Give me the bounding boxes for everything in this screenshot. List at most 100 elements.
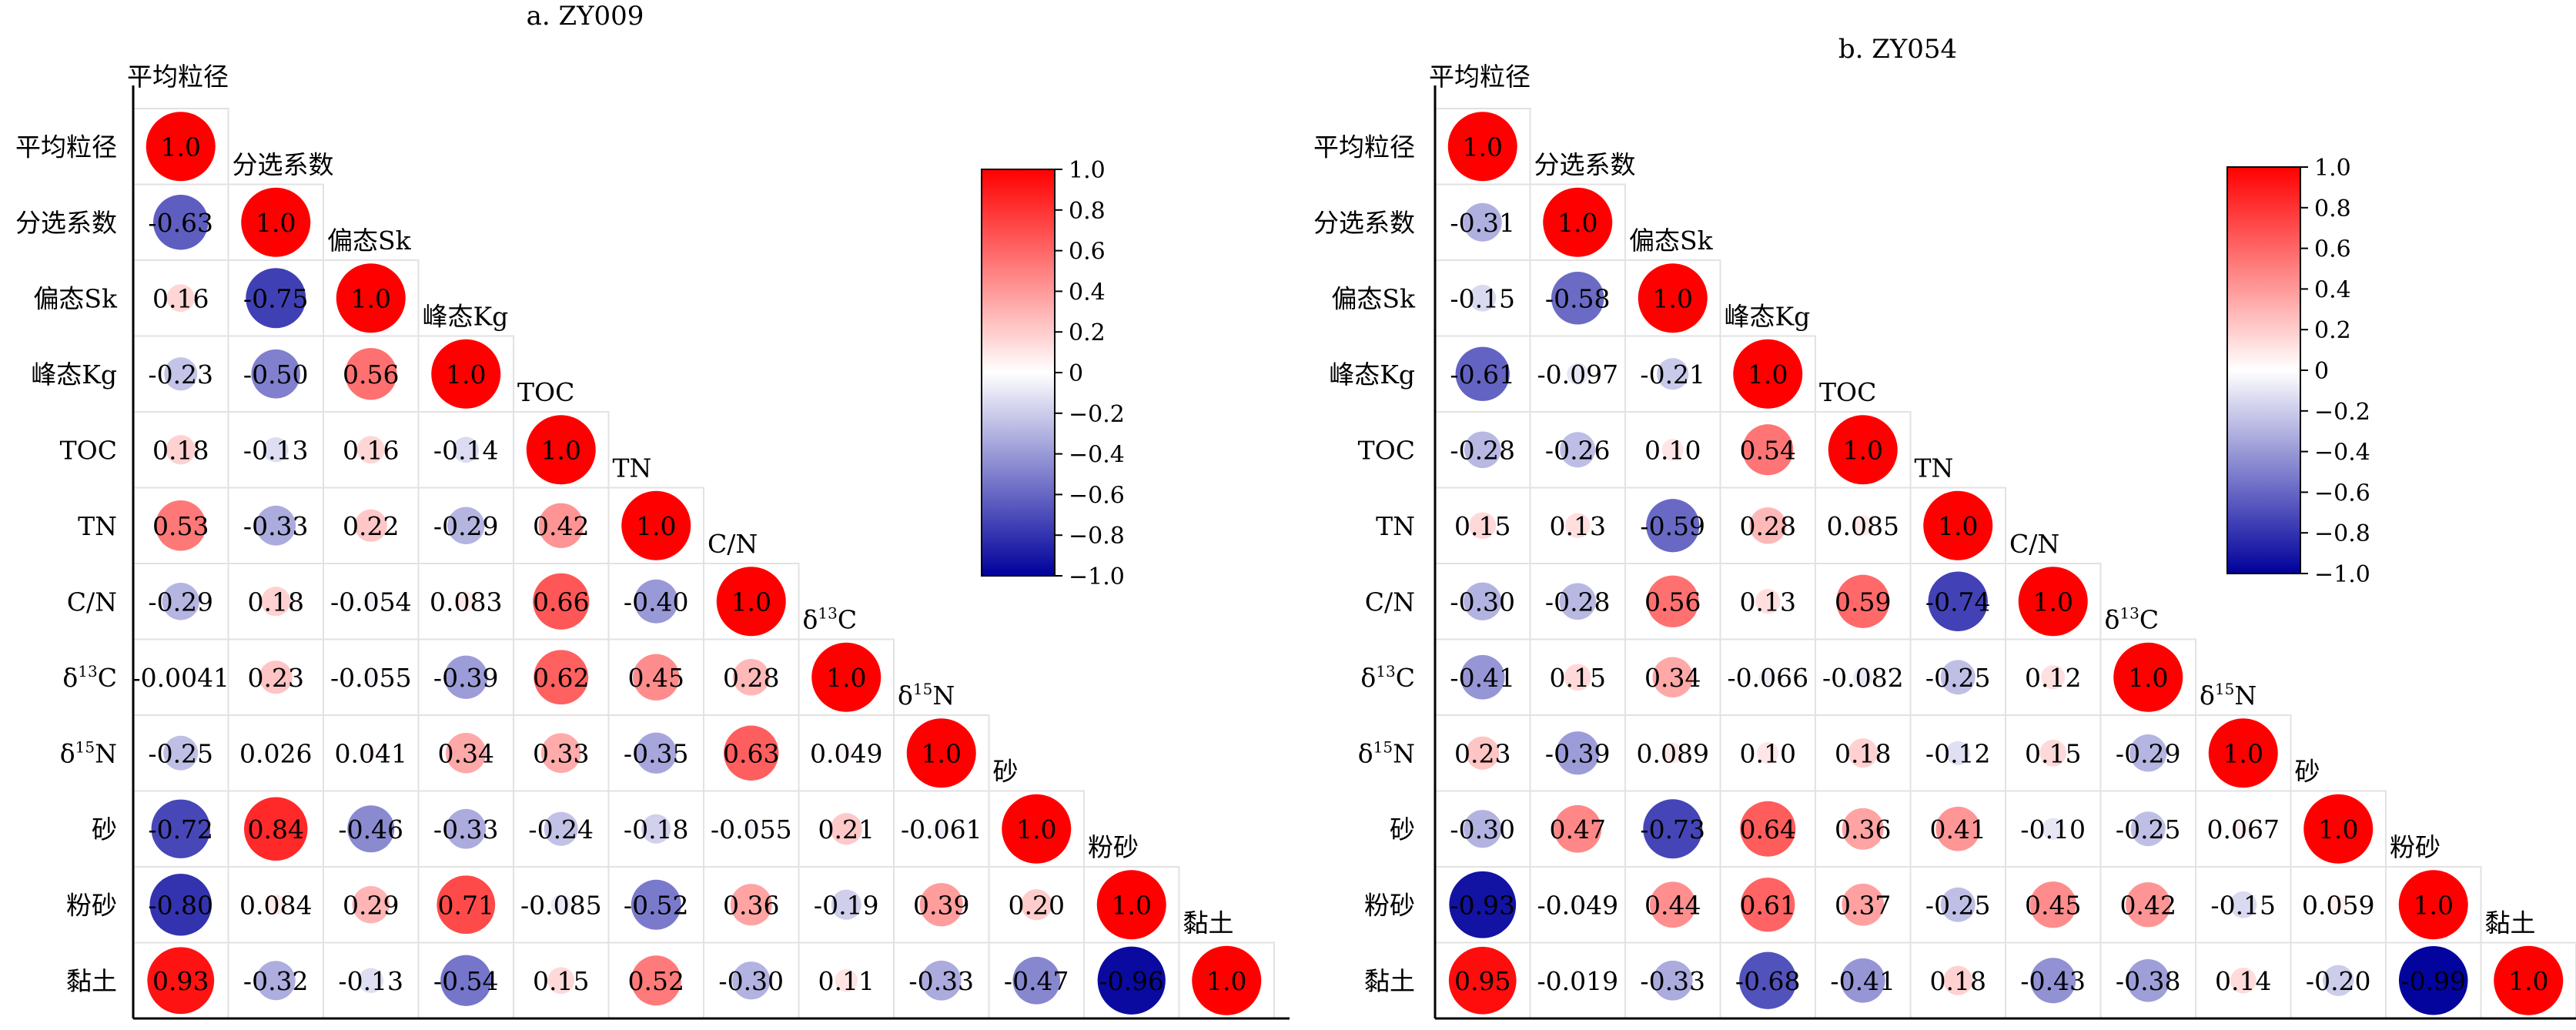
column-label: TN: [1915, 453, 1954, 483]
correlation-value: 0.84: [248, 814, 304, 844]
correlation-value: 1.0: [541, 435, 581, 465]
correlation-value: -0.61: [1450, 359, 1515, 390]
row-label: 砂: [92, 814, 117, 844]
correlation-value: -0.54: [433, 966, 499, 996]
correlation-value: 0.54: [1740, 435, 1796, 465]
correlation-value: -0.40: [624, 587, 689, 617]
row-label: 粉砂: [1364, 890, 1415, 920]
colorbar: 1.00.80.60.40.20−0.2−0.4−0.6−0.8−1.0: [982, 157, 1125, 590]
column-label: 平均粒径: [127, 62, 229, 92]
correlation-value: -0.63: [148, 208, 213, 238]
correlation-value: 0.62: [533, 663, 589, 693]
correlation-value: 0.067: [2207, 814, 2280, 844]
column-label: C/N: [2009, 529, 2059, 559]
colorbar: 1.00.80.60.40.20−0.2−0.4−0.6−0.8−1.0: [2227, 155, 2370, 588]
correlation-value: 0.42: [2120, 890, 2176, 920]
correlation-value: -0.12: [1925, 738, 1991, 768]
correlation-value: -0.23: [148, 359, 213, 390]
row-label: C/N: [1365, 587, 1415, 617]
correlation-value: -0.33: [243, 511, 309, 541]
correlation-value: 0.45: [628, 663, 684, 693]
correlation-value: 0.18: [248, 587, 304, 617]
correlation-value: -0.99: [2400, 966, 2466, 996]
correlation-value: -0.58: [1545, 283, 1611, 313]
correlation-value: 0.36: [1835, 814, 1891, 844]
row-label: 粉砂: [66, 890, 117, 920]
correlation-value: 0.089: [1637, 738, 1709, 768]
correlation-value: -0.082: [1822, 663, 1904, 693]
correlation-value: 0.56: [343, 359, 399, 390]
correlation-value: -0.26: [1545, 435, 1611, 465]
colorbar-tick-label: 0.2: [2314, 317, 2351, 344]
correlation-value: 0.18: [152, 435, 209, 465]
colorbar-tick-label: 0.4: [2314, 276, 2351, 303]
column-label: TOC: [517, 377, 574, 407]
column-label: 黏土: [1183, 908, 1234, 938]
correlation-value: 0.083: [430, 587, 502, 617]
correlation-value: -0.33: [1640, 966, 1705, 996]
correlation-value: 0.12: [2025, 663, 2081, 693]
correlation-value: -0.74: [1925, 587, 1991, 617]
correlation-value: -0.33: [433, 814, 499, 844]
column-label: 分选系数: [1534, 150, 1636, 180]
colorbar-tick-label: 0.8: [1069, 198, 1106, 225]
correlation-value: 1.0: [922, 738, 962, 768]
correlation-value: -0.30: [1450, 587, 1515, 617]
correlation-value: 1.0: [1843, 435, 1883, 465]
correlation-value: -0.30: [718, 966, 784, 996]
row-label: 峰态Kg: [1329, 359, 1415, 390]
column-label: 峰态Kg: [423, 302, 509, 332]
correlation-value: 0.53: [152, 511, 209, 541]
colorbar-gradient: [982, 169, 1055, 576]
correlation-value: -0.96: [1099, 966, 1164, 996]
correlation-value: 0.084: [239, 890, 312, 920]
correlation-value: -0.52: [624, 890, 689, 920]
colorbar-tick-label: 1.0: [1069, 157, 1106, 184]
correlation-value: -0.13: [338, 966, 403, 996]
correlation-value: 0.63: [723, 738, 779, 768]
column-label: TN: [613, 453, 652, 483]
correlation-value: 0.34: [438, 738, 494, 768]
correlation-value: 0.16: [343, 435, 399, 465]
row-label: 砂: [1390, 814, 1415, 844]
correlation-value: -0.24: [528, 814, 594, 844]
column-label: 分选系数: [233, 150, 334, 180]
correlation-value: 0.45: [2025, 890, 2081, 920]
correlation-value: -0.29: [433, 511, 499, 541]
correlation-value: -0.28: [1450, 435, 1515, 465]
correlation-value: 0.14: [2215, 966, 2271, 996]
column-label: 粉砂: [1088, 832, 1139, 862]
panel-title: a. ZY009: [527, 1, 644, 32]
correlation-value: -0.061: [901, 814, 982, 844]
correlation-value: 1.0: [1463, 132, 1503, 162]
correlation-value: -0.055: [711, 814, 792, 844]
colorbar-tick-label: 0.2: [1069, 319, 1106, 346]
correlation-value: -0.10: [2020, 814, 2086, 844]
correlation-value: 1.0: [446, 359, 486, 390]
row-label: 偏态Sk: [33, 283, 118, 313]
row-label: δ15N: [60, 737, 117, 768]
row-label: δ13C: [62, 662, 117, 693]
correlation-value: 0.28: [723, 663, 779, 693]
correlation-value: -0.38: [2116, 966, 2181, 996]
correlation-value: 1.0: [1557, 208, 1597, 238]
correlation-value: -0.28: [1545, 587, 1611, 617]
correlation-value: -0.80: [148, 890, 213, 920]
correlation-value: 1.0: [1748, 359, 1788, 390]
row-label: 黏土: [1364, 966, 1415, 996]
column-label: δ15N: [2200, 680, 2257, 711]
correlation-value: -0.46: [338, 814, 403, 844]
correlation-value: -0.41: [1830, 966, 1895, 996]
row-label: TN: [1376, 511, 1415, 541]
correlation-value: 1.0: [1112, 890, 1152, 920]
correlation-value: 0.049: [810, 738, 882, 768]
row-label: 偏态Sk: [1331, 283, 1416, 313]
correlation-value: 0.37: [1835, 890, 1891, 920]
correlation-value: 0.36: [723, 890, 779, 920]
colorbar-tick-label: −0.4: [2314, 440, 2370, 467]
correlation-value: 1.0: [1016, 814, 1056, 844]
correlation-value: 0.29: [343, 890, 399, 920]
